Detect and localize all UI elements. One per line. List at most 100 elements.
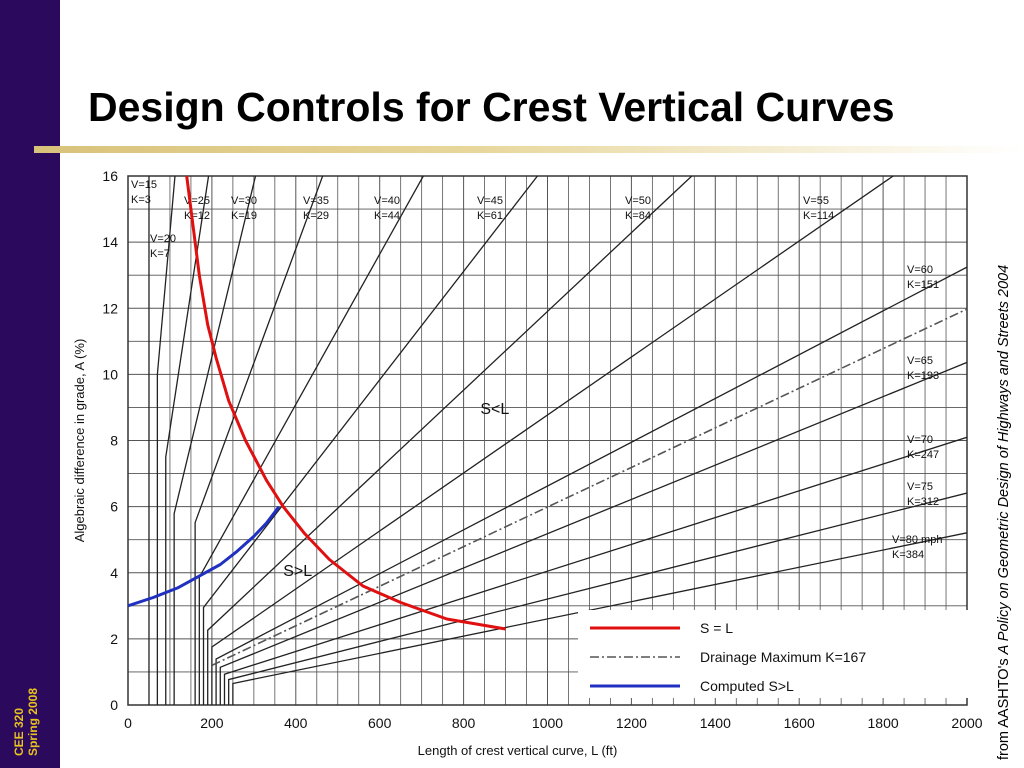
x-tick-label: 1200 — [616, 715, 647, 731]
legend-background — [578, 610, 968, 698]
k-line-label-7: V=20 K=7 — [150, 233, 176, 260]
slide-title: Design Controls for Crest Vertical Curve… — [88, 84, 895, 130]
k-line-speed-label: V=20 — [150, 233, 176, 245]
k-line-k-label: K=84 — [625, 210, 651, 222]
k-line-label-151: V=60 K=151 — [907, 264, 939, 291]
sidebar-term: Spring 2008 — [26, 687, 40, 756]
k-line-k-label: K=193 — [907, 370, 939, 382]
k-line-label-3: V=15 K=3 — [131, 179, 157, 206]
source-credit-prefix: from AASHTO's — [996, 654, 1012, 760]
k-line-speed-label: V=35 — [303, 195, 329, 207]
y-tick-label: 16 — [102, 168, 118, 184]
k-line-29 — [194, 176, 324, 705]
y-tick-label: 4 — [110, 565, 118, 581]
y-tick-label: 12 — [102, 300, 118, 316]
k-line-speed-label: V=75 — [907, 481, 933, 493]
legend-label: S = L — [700, 620, 733, 636]
k-line-label-384: V=80 mph K=384 — [892, 534, 942, 561]
k-line-k-label: K=114 — [803, 210, 834, 222]
x-tick-label: 0 — [124, 715, 132, 731]
crest-curve-chart: V=15 K=3 V=20 K=7 V=25K=12 V=30 K=19 V=35 K=29 V=… — [72, 168, 983, 758]
legend-item: Computed S>L — [590, 678, 794, 694]
sidebar-course-code: CEE 320 — [12, 707, 26, 756]
x-axis-label: Length of crest vertical curve, L (ft) — [418, 743, 618, 758]
k-line-151 — [215, 266, 967, 705]
k-line-k-label: K=384 — [892, 549, 924, 561]
k-line-k-label: K=312 — [907, 496, 939, 508]
drainage-max-line — [211, 308, 967, 667]
series-line-computed-s-gt-l — [127, 505, 281, 608]
k-line-speed-label: V=60 — [907, 264, 933, 276]
k-line-speed-label: V=65 — [907, 355, 933, 367]
k-line-k-label: K=3 — [131, 194, 151, 206]
k-line-k-label: K=61 — [477, 210, 503, 222]
y-tick-label: 14 — [102, 234, 118, 250]
k-line-label-247: V=70 K=247 — [907, 434, 939, 461]
legend-label: Computed S>L — [700, 678, 794, 694]
k-line-312 — [228, 492, 967, 705]
k-line-193 — [219, 361, 967, 705]
y-axis-label: Algebraic difference in grade, A (%) — [72, 339, 87, 543]
x-tick-label: 1600 — [784, 715, 815, 731]
k-line-speed-label: V=50 — [625, 195, 651, 207]
plot-frame — [127, 175, 968, 706]
k-line-k-label: K=44 — [374, 210, 400, 222]
axis-layer: 0 200 400 600 800 1000 1200 1400 1600 1800 2000 0 2 4… — [72, 168, 983, 758]
k-line-k-label: K=29 — [303, 210, 329, 222]
legend-item: Drainage Maximum K=167 — [590, 649, 866, 665]
source-credit-title: A Policy on Geometric Design of Highways… — [996, 264, 1012, 655]
title-underline — [34, 146, 1024, 153]
y-tick-label: 0 — [110, 697, 118, 713]
k-line-k-label: K=151 — [907, 279, 939, 291]
k-line-k-label: K=19 — [231, 210, 257, 222]
x-tick-label: 2000 — [951, 715, 982, 731]
k-line-61 — [202, 176, 538, 705]
k-line-speed-label: V=15 — [131, 179, 157, 191]
legend-label: Drainage Maximum K=167 — [700, 649, 866, 665]
source-credit-text: from AASHTO's A Policy on Geometric Desi… — [996, 172, 1012, 760]
y-tick-label: 2 — [110, 631, 118, 647]
x-tick-label: 1400 — [700, 715, 731, 731]
y-tick-label: 10 — [102, 366, 118, 382]
legend-item: S = L — [590, 620, 733, 636]
k-line-speed-label: V=40 — [374, 195, 400, 207]
k-line-12 — [165, 176, 210, 705]
source-credit: from AASHTO's A Policy on Geometric Desi… — [990, 172, 1024, 762]
k-line-247 — [223, 436, 967, 705]
k-line-384 — [232, 532, 967, 705]
k-line-label-84: V=50 K=84 — [625, 195, 651, 222]
k-line-19 — [173, 176, 257, 705]
region-label-s-gt-l: S>L — [283, 563, 312, 580]
x-tick-label: 600 — [368, 715, 392, 731]
y-tick-label: 6 — [110, 499, 118, 515]
sidebar-course-label: CEE 320 Spring 2008 — [12, 688, 40, 756]
k-line-label-61: V=45 K=61 — [477, 195, 503, 222]
k-line-speed-label: V=45 — [477, 195, 503, 207]
series-line-s-equals-l — [185, 175, 506, 631]
k-line-speed-label: V=30 — [231, 195, 257, 207]
y-tick-label: 8 — [110, 433, 118, 449]
x-tick-label: 1800 — [868, 715, 899, 731]
k-line-3 — [148, 176, 150, 705]
k-line-k-label: K=247 — [907, 449, 939, 461]
x-tick-label: 800 — [452, 715, 476, 731]
region-label-s-lt-l: S<L — [480, 401, 509, 418]
k-line-speed-label: V=80 mph — [892, 534, 942, 546]
k-line-label-193: V=65 K=193 — [907, 355, 939, 382]
sidebar: CEE 320 Spring 2008 — [0, 0, 60, 768]
k-line-k-label: K=12 — [184, 210, 210, 222]
k-line-114 — [211, 176, 894, 705]
x-tick-label: 400 — [284, 715, 308, 731]
x-tick-label: 1000 — [532, 715, 563, 731]
k-line-speed-label: V=70 — [907, 434, 933, 446]
series-layer: S<L S>L — [127, 175, 509, 631]
legend-layer: S = L Drainage Maximum K=167 Computed S>L — [578, 610, 968, 698]
k-line-speed-label: V=55 — [803, 195, 829, 207]
k-line-84 — [207, 176, 693, 705]
x-tick-label: 200 — [200, 715, 224, 731]
k-line-label-44: V=40 K=44 — [374, 195, 400, 222]
k-line-k-label: K=7 — [150, 248, 170, 260]
k-line-label-19: V=30 K=19 — [231, 195, 257, 222]
k-line-label-312: V=75 K=312 — [907, 481, 939, 508]
k-line-label-12: V=25K=12 — [184, 195, 210, 222]
